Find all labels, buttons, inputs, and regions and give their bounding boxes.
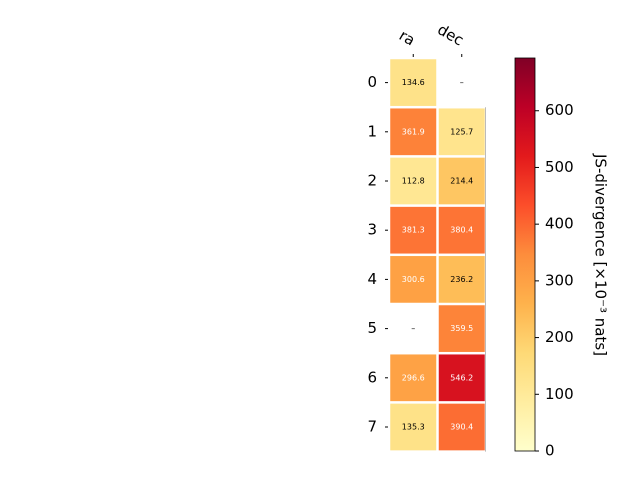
colorbar-tick-label: 300 [545, 271, 574, 289]
cell-value-label: 125.7 [450, 127, 473, 136]
heatmap-cell [390, 108, 437, 156]
cell-value-label: 359.5 [450, 324, 473, 333]
heatmap-cell [438, 206, 485, 254]
column-label: dec [434, 20, 466, 49]
cell-value-label: 390.4 [450, 423, 473, 432]
heatmap-cell [390, 157, 437, 205]
heatmap-cell [390, 206, 437, 254]
colorbar-tick-label: 0 [545, 442, 555, 460]
cell-value-label: 135.3 [402, 423, 425, 432]
cell-value-label: 236.2 [450, 275, 473, 284]
row-label: 4 [367, 270, 377, 288]
colorbar-tick-label: 100 [545, 385, 574, 403]
colorbar-tick-label: 200 [545, 328, 574, 346]
heatmap-cell [438, 157, 485, 205]
row-label: 3 [367, 221, 377, 239]
heatmap-cell [438, 305, 485, 352]
row-label: 5 [367, 319, 377, 337]
colorbar: 0 100 200 300 400 500 600 [514, 57, 574, 460]
cell-value-label: – [460, 78, 464, 87]
colorbar-label: JS-divergence [×10⁻³ nats] [592, 153, 610, 356]
colorbar-tick-label: 600 [545, 101, 574, 119]
cell-value-label: 546.2 [450, 373, 473, 382]
row-label: 2 [367, 172, 377, 190]
cell-value-label: – [411, 324, 415, 333]
colorbar-gradient [514, 57, 536, 452]
cell-value-label: 296.6 [402, 373, 425, 382]
row-label: 6 [367, 368, 377, 386]
row-label: 1 [367, 122, 377, 140]
cell-value-label: 380.4 [450, 226, 473, 235]
heatmap-cell [390, 354, 437, 402]
colorbar-tick-label: 400 [545, 215, 574, 233]
column-labels: ra dec [396, 20, 467, 57]
heatmap-cell [390, 403, 437, 451]
heatmap-grid: 134.6 – 361.9 125.7 112.8 214.4 381.3 380.4 300.… [390, 59, 486, 452]
heatmap-cell [438, 354, 485, 402]
heatmap-cell [390, 256, 437, 303]
heatmap-cell [390, 59, 437, 106]
row-label: 0 [367, 73, 377, 91]
cell-value-label: 300.6 [402, 275, 425, 284]
column-label: ra [396, 26, 418, 49]
heatmap-cell [438, 403, 485, 451]
heatmap-cell [438, 108, 485, 156]
cell-value-label: 134.6 [402, 78, 425, 87]
cell-value-label: 112.8 [402, 177, 425, 186]
row-labels: 0 1 2 3 4 5 6 7 [367, 73, 388, 436]
cell-value-label: 361.9 [402, 127, 425, 136]
row-label: 7 [367, 418, 377, 436]
cell-value-label: 381.3 [402, 226, 425, 235]
heatmap-cell [438, 256, 485, 303]
cell-value-label: 214.4 [450, 177, 473, 186]
colorbar-tick-label: 500 [545, 158, 574, 176]
